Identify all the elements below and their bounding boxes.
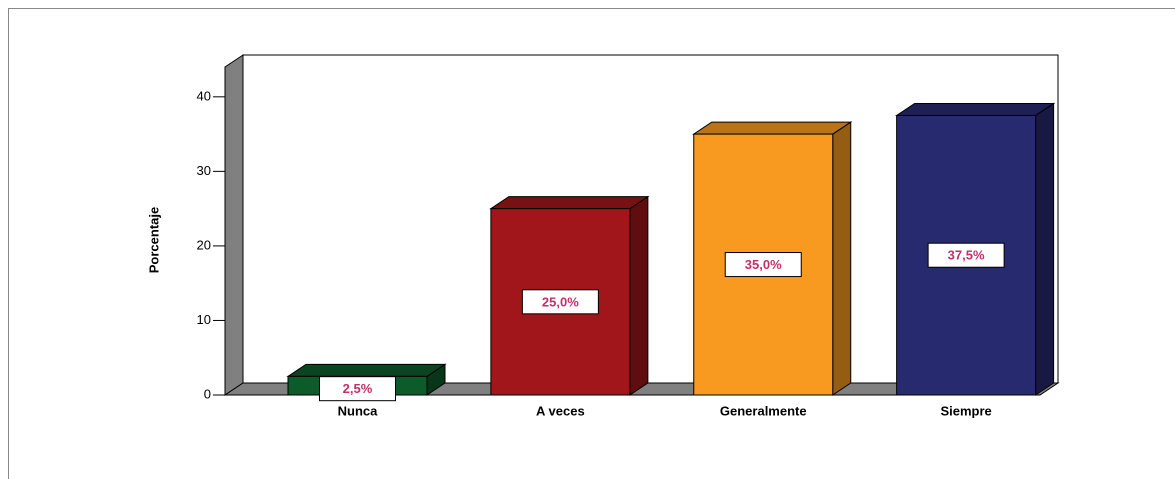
value-label-box [319, 376, 396, 402]
value-label: 2,5% [343, 381, 373, 396]
value-label: 25,0% [542, 294, 579, 309]
value-label: 37,5% [948, 248, 985, 263]
value-label: 35,0% [745, 257, 782, 272]
x-tick-label: Siempre [940, 403, 991, 418]
bar-side [832, 121, 852, 396]
y-tick-label: 30 [197, 163, 211, 178]
y-tick-label: 0 [204, 386, 211, 401]
value-label-box [927, 242, 1005, 268]
bar-top [692, 121, 853, 135]
x-tick-label: Generalmente [720, 403, 807, 418]
value-label-box [724, 252, 802, 278]
y-axis-label: Porcentaje [146, 207, 161, 273]
bar-side [629, 195, 649, 396]
bar-top [894, 102, 1056, 116]
bar-top [489, 196, 650, 210]
bar-side [1035, 102, 1055, 396]
y-tick-label: 20 [197, 237, 211, 252]
side-wall [224, 54, 244, 396]
x-tick-label: Nunca [338, 403, 379, 418]
bar-top [286, 363, 447, 377]
x-tick-label: A veces [536, 403, 585, 418]
y-tick-label: 10 [197, 312, 211, 327]
y-tick-label: 40 [197, 88, 211, 103]
value-label-box [521, 289, 599, 315]
